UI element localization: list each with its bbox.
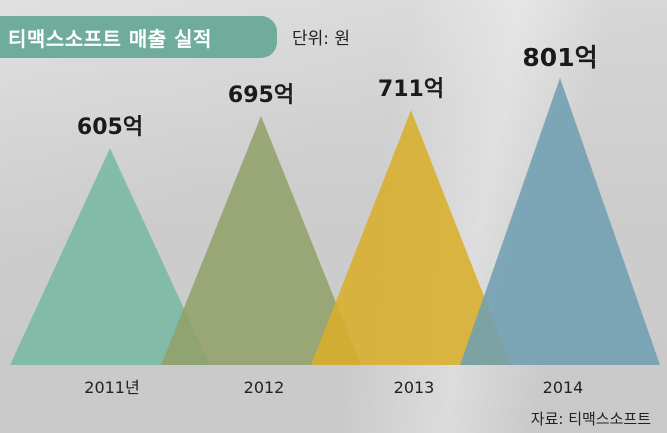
triangle-1 xyxy=(161,115,361,365)
value-label-2: 711억 xyxy=(378,77,444,102)
value-label-1: 695억 xyxy=(228,83,294,108)
category-label-0: 2011년 xyxy=(84,378,139,397)
category-label-1: 2012 xyxy=(244,378,285,397)
value-label-0: 605억 xyxy=(77,115,143,140)
triangle-0 xyxy=(10,148,210,365)
unit-label: 단위: 원 xyxy=(292,29,351,49)
triangle-3 xyxy=(460,77,660,365)
category-label-2: 2013 xyxy=(394,378,435,397)
source-note: 자료: 티맥스소프트 xyxy=(530,410,651,428)
triangle-2 xyxy=(311,110,511,365)
chart-title-banner: 티맥스소프트 매출 실적 xyxy=(0,16,277,58)
category-label-3: 2014 xyxy=(543,378,584,397)
chart-title: 티맥스소프트 매출 실적 xyxy=(8,26,212,51)
value-label-3: 801억 xyxy=(522,43,597,72)
